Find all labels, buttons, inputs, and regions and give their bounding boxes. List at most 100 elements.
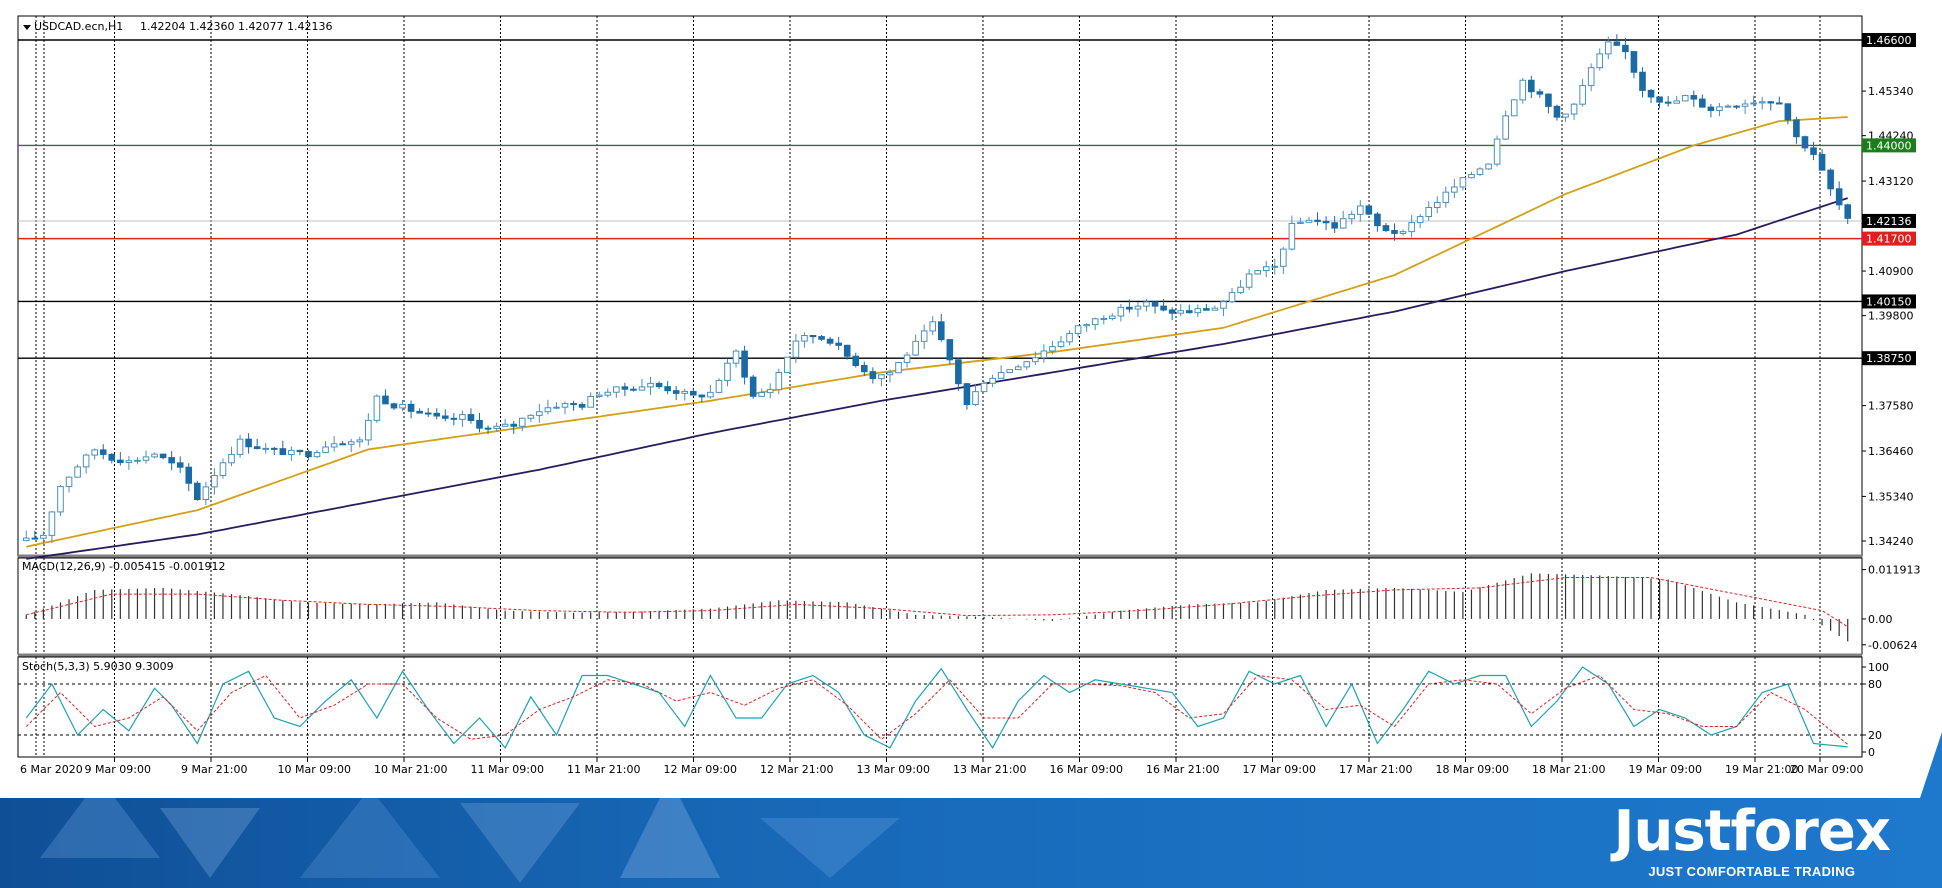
candle-body <box>784 356 791 374</box>
candle-body <box>1331 222 1338 229</box>
candle <box>1194 304 1202 318</box>
time-label: 18 Mar 21:00 <box>1532 763 1605 776</box>
candle-body <box>441 415 449 419</box>
candle <box>459 410 466 427</box>
candle <box>715 378 723 394</box>
ema-fast-line <box>26 116 1848 548</box>
candle-body <box>108 453 116 461</box>
candle-body <box>1134 305 1142 310</box>
time-label: 9 Mar 09:00 <box>85 763 151 776</box>
candle-body <box>775 372 783 391</box>
candle <box>1818 149 1826 171</box>
candle <box>1776 96 1783 105</box>
candle <box>228 446 235 467</box>
candle <box>390 402 398 410</box>
candle <box>1297 217 1304 225</box>
candle <box>1006 369 1013 374</box>
candle-body <box>895 361 902 374</box>
candle-body <box>1502 115 1509 140</box>
candle <box>1639 67 1646 98</box>
candle <box>1374 212 1381 232</box>
candle <box>253 438 261 450</box>
candle <box>82 453 90 474</box>
candle-body <box>749 376 757 397</box>
candle-body <box>1297 221 1304 224</box>
candle-body <box>1818 153 1826 171</box>
candle <box>1758 96 1766 110</box>
candle <box>895 361 902 374</box>
candle <box>219 458 227 479</box>
candle <box>878 374 885 387</box>
candle <box>1339 210 1347 229</box>
candle-body <box>1468 173 1475 179</box>
candle-body <box>903 354 911 363</box>
candle-body <box>1100 318 1108 321</box>
candle-body <box>1151 301 1159 307</box>
candle-body <box>57 486 64 513</box>
candle <box>1254 270 1261 275</box>
candle <box>382 389 389 405</box>
footer-banner: Justforex JUST COMFORTABLE TRADING <box>0 798 1942 888</box>
candle-body <box>1827 169 1834 190</box>
collapse-triangle-icon[interactable] <box>23 25 31 30</box>
candle-body <box>1177 310 1185 314</box>
candle-body <box>1664 101 1672 104</box>
price-tick-label: 1.40900 <box>1868 265 1914 278</box>
candle <box>518 417 526 432</box>
candle-body <box>1510 99 1518 117</box>
candle-body <box>296 449 304 453</box>
candle-body <box>1014 366 1022 371</box>
candle-body <box>544 407 552 413</box>
candle-body <box>1690 95 1698 100</box>
candle <box>1468 171 1475 179</box>
candle-body <box>510 423 518 427</box>
candle <box>40 531 47 544</box>
candle-body <box>1348 213 1356 220</box>
candle-body <box>1185 310 1193 314</box>
candle <box>1032 351 1039 365</box>
candle <box>1091 317 1099 331</box>
candle-body <box>1741 103 1749 107</box>
candle-body <box>1433 201 1441 208</box>
candle <box>22 530 30 542</box>
candle <box>1117 304 1125 322</box>
candle-body <box>211 475 218 488</box>
candle-body <box>1091 318 1099 326</box>
time-label: 13 Mar 09:00 <box>857 763 930 776</box>
candle-body <box>433 412 441 417</box>
candle <box>1476 167 1484 177</box>
candle <box>476 412 483 433</box>
candle-body <box>518 417 526 427</box>
candle-body <box>82 454 90 468</box>
candle-body <box>1305 219 1313 223</box>
candle <box>245 433 252 454</box>
candle <box>698 394 706 403</box>
candle-body <box>262 447 270 450</box>
candle <box>467 408 475 424</box>
candle-body <box>527 414 535 419</box>
candle <box>433 408 441 420</box>
candle-body <box>578 403 586 408</box>
candle-body <box>194 482 201 501</box>
candle <box>441 409 449 422</box>
macd-tick-label: 0.00 <box>1868 613 1893 626</box>
candle <box>117 452 124 466</box>
candle <box>31 530 39 540</box>
candle <box>1314 212 1321 226</box>
candle-body <box>655 382 663 388</box>
candle-body <box>1057 341 1065 348</box>
candle <box>1416 214 1424 228</box>
candle-body <box>1647 89 1655 98</box>
candle <box>1100 315 1108 325</box>
candle-body <box>536 411 543 416</box>
candle-body <box>1074 325 1082 334</box>
candle-body <box>1699 98 1706 108</box>
candle-body <box>724 362 731 381</box>
candle <box>1280 247 1287 275</box>
candle-body <box>587 395 594 408</box>
candle-body <box>604 391 612 396</box>
price-tick-label: 1.35340 <box>1868 490 1914 503</box>
candle-body <box>937 321 945 341</box>
candle <box>980 381 988 393</box>
candle-body <box>741 350 748 378</box>
